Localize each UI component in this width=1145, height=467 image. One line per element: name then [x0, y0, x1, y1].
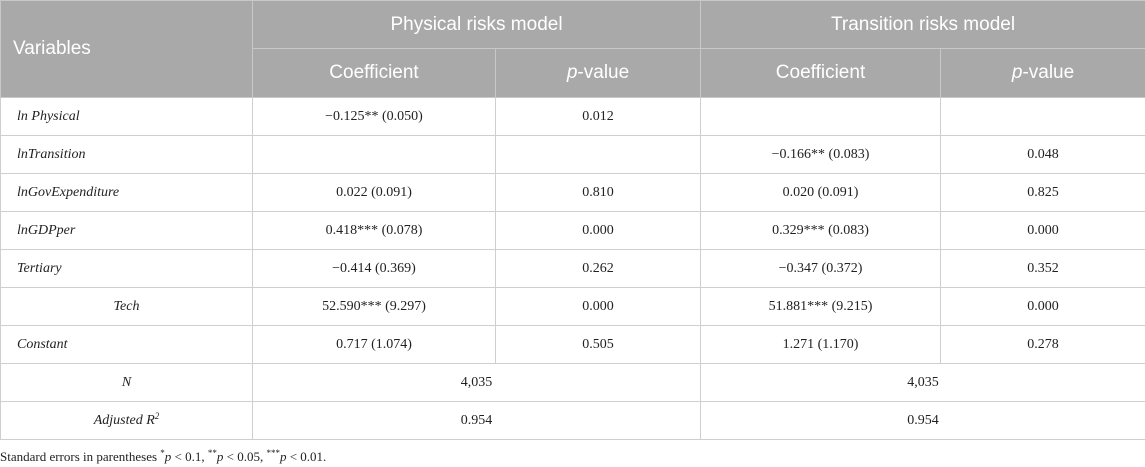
- regression-table: Variables Physical risks model Transitio…: [0, 0, 1145, 440]
- table-subheader-row: Coefficient p-value Coefficient p-value: [1, 48, 1145, 98]
- physical-coefficient-cell: [252, 135, 496, 174]
- physical-pvalue-header: p-value: [494, 48, 702, 98]
- physical-coefficient-cell: 0.022 (0.091): [252, 173, 496, 212]
- transition-pvalue-cell: [940, 97, 1145, 136]
- transition-coefficient-cell: 1.271 (1.170): [700, 325, 942, 364]
- table-row: lnGDPper 0.418*** (0.078) 0.000 0.329***…: [0, 211, 1145, 250]
- physical-r2-cell: 0.954: [251, 401, 702, 440]
- table-row-adjusted-r2: Adjusted R2 0.954 0.954: [0, 401, 1145, 440]
- table-footnote: Standard errors in parentheses *p < 0.1,…: [0, 448, 327, 465]
- physical-pvalue-cell: 0.000: [494, 211, 702, 250]
- transition-coefficient-cell: 0.020 (0.091): [700, 173, 942, 212]
- transition-coefficient-cell: 0.329*** (0.083): [700, 211, 942, 250]
- variable-label: Adjusted R2: [0, 401, 253, 440]
- variable-label: Tech: [0, 287, 253, 326]
- table-row: lnTransition −0.166** (0.083) 0.048: [0, 135, 1145, 174]
- physical-coefficient-cell: 0.717 (1.074): [252, 325, 496, 364]
- transition-coefficient-cell: −0.166** (0.083): [700, 135, 942, 174]
- transition-r2-cell: 0.954: [700, 401, 1145, 440]
- transition-coefficient-cell: 51.881*** (9.215): [700, 287, 942, 326]
- transition-pvalue-cell: 0.278: [940, 325, 1145, 364]
- transition-coefficient-cell: −0.347 (0.372): [700, 249, 942, 288]
- table-row: Tertiary −0.414 (0.369) 0.262 −0.347 (0.…: [0, 249, 1145, 288]
- physical-n-cell: 4,035: [251, 363, 702, 402]
- physical-risks-model-header: Physical risks model: [251, 0, 702, 49]
- table-row: Tech 52.590*** (9.297) 0.000 51.881*** (…: [0, 287, 1145, 326]
- transition-pvalue-cell: 0.000: [940, 211, 1145, 250]
- variable-label: Tertiary: [0, 249, 253, 288]
- transition-pvalue-cell: 0.048: [940, 135, 1145, 174]
- variable-label: lnTransition: [0, 135, 253, 174]
- transition-coefficient-cell: [700, 97, 942, 136]
- physical-pvalue-cell: 0.810: [494, 173, 702, 212]
- transition-risks-model-header: Transition risks model: [700, 0, 1145, 49]
- transition-pvalue-header: p-value: [940, 48, 1145, 98]
- transition-n-cell: 4,035: [700, 363, 1145, 402]
- physical-pvalue-cell: 0.012: [494, 97, 702, 136]
- variable-label: lnGDPper: [0, 211, 253, 250]
- table-row: lnGovExpenditure 0.022 (0.091) 0.810 0.0…: [0, 173, 1145, 212]
- transition-pvalue-cell: 0.825: [940, 173, 1145, 212]
- table-header-row: Variables Physical risks model Transitio…: [0, 0, 1145, 98]
- physical-pvalue-cell: 0.000: [494, 287, 702, 326]
- physical-coefficient-cell: −0.414 (0.369): [252, 249, 496, 288]
- transition-coefficient-header: Coefficient: [700, 48, 942, 98]
- variable-label: lnGovExpenditure: [0, 173, 253, 212]
- physical-pvalue-cell: 0.262: [494, 249, 702, 288]
- variable-label: Constant: [0, 325, 253, 364]
- variables-header: Variables: [0, 0, 253, 98]
- variable-label: N: [0, 363, 253, 402]
- physical-coefficient-cell: 52.590*** (9.297): [252, 287, 496, 326]
- transition-pvalue-cell: 0.000: [940, 287, 1145, 326]
- transition-pvalue-cell: 0.352: [940, 249, 1145, 288]
- table-row: Constant 0.717 (1.074) 0.505 1.271 (1.17…: [0, 325, 1145, 364]
- table-row-n: N 4,035 4,035: [0, 363, 1145, 402]
- table-row: ln Physical −0.125** (0.050) 0.012: [0, 97, 1145, 136]
- physical-pvalue-cell: [494, 135, 702, 174]
- variable-label: ln Physical: [0, 97, 253, 136]
- physical-coefficient-cell: −0.125** (0.050): [252, 97, 496, 136]
- physical-pvalue-cell: 0.505: [494, 325, 702, 364]
- physical-coefficient-header: Coefficient: [252, 48, 496, 98]
- physical-coefficient-cell: 0.418*** (0.078): [252, 211, 496, 250]
